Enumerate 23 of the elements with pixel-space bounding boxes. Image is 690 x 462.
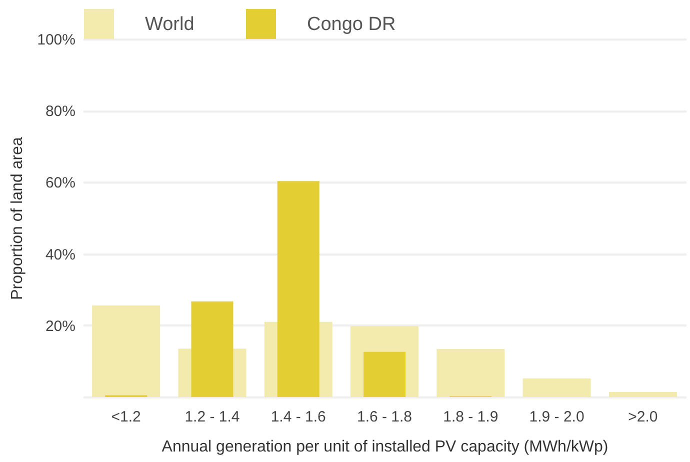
y-tick-label: 60% [45, 174, 76, 192]
x-tick-label: 1.8 - 1.9 [443, 408, 498, 426]
y-tick-label: 20% [45, 318, 76, 335]
bar [92, 305, 160, 397]
legend-label: Congo DR [307, 14, 396, 35]
y-axis-title: Proportion of land area [9, 137, 26, 300]
x-axis-title: Annual generation per unit of installed PV capacity (MWh/kWp) [162, 438, 608, 456]
x-tick-label: <1.2 [111, 408, 141, 426]
x-tick-label: 1.6 - 1.8 [356, 408, 412, 426]
y-tick-label: 40% [45, 246, 76, 264]
y-tick-label: 100% [37, 32, 76, 48]
bar [436, 349, 505, 397]
bar [608, 392, 677, 397]
y-tick-label: 80% [45, 103, 76, 120]
legend-label: World [145, 14, 194, 35]
x-tick-label: >2.0 [628, 408, 658, 426]
bar [191, 301, 234, 397]
x-tick-label: 1.4 - 1.6 [270, 408, 326, 426]
bar [364, 352, 406, 397]
x-tick-label: 1.2 - 1.4 [184, 408, 240, 426]
bar [522, 378, 591, 397]
x-tick-label: 1.9 - 2.0 [529, 408, 584, 426]
bar [277, 181, 320, 397]
